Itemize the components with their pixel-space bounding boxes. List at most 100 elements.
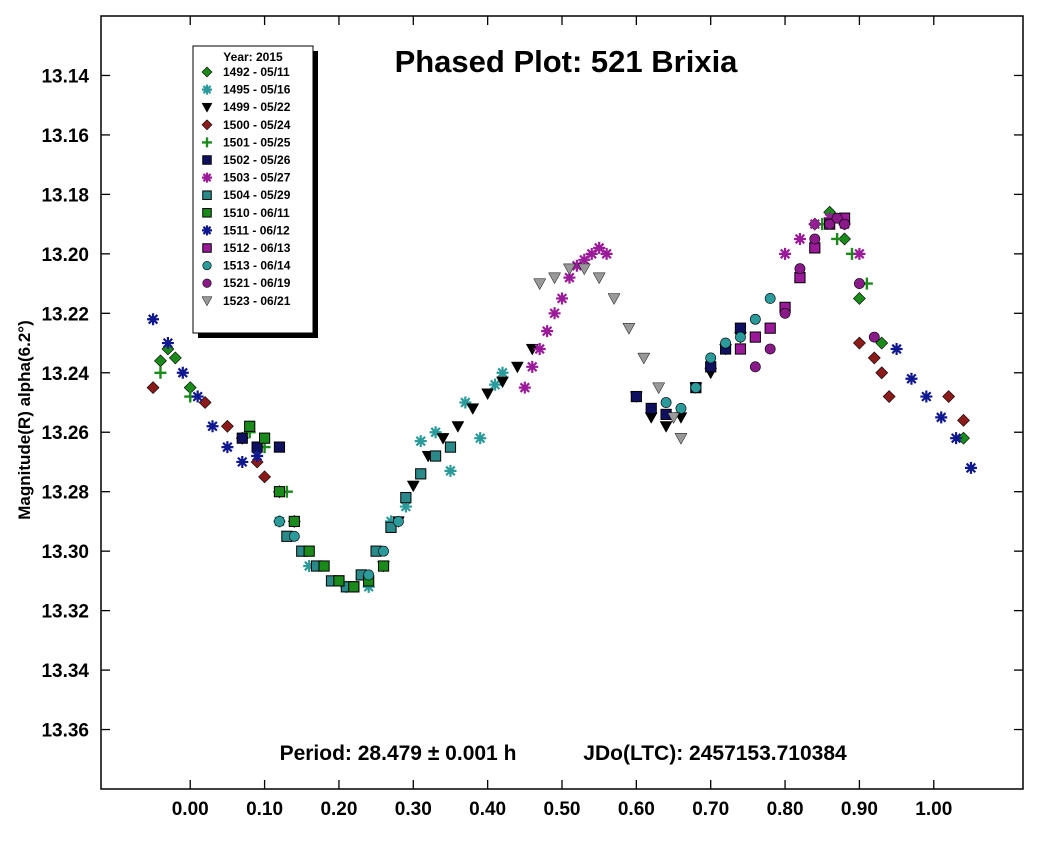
data-point <box>385 521 397 533</box>
legend-marker-icon <box>202 137 212 148</box>
data-point <box>496 376 509 389</box>
data-point <box>660 397 672 408</box>
data-point <box>273 486 286 498</box>
y-axis-label: Magnitude(R) alpha(6.2°) <box>15 320 34 519</box>
data-point <box>415 468 427 480</box>
data-point <box>526 360 539 373</box>
legend: Year: 2015 1492 - 05/11 1495 - 05/16 1499 … <box>192 45 318 338</box>
data-point <box>749 313 761 325</box>
data-point <box>481 388 495 401</box>
data-point <box>399 500 412 513</box>
data-point <box>318 560 330 572</box>
data-point <box>548 307 561 320</box>
chart-title: Phased Plot: 521 Brixia <box>395 44 739 79</box>
data-point <box>303 560 316 573</box>
data-point <box>764 293 776 304</box>
data-point <box>474 432 487 445</box>
data-point <box>236 432 248 444</box>
data-point <box>793 232 806 245</box>
data-point <box>251 450 264 463</box>
legend-marker-icon <box>201 119 213 131</box>
data-point <box>690 382 702 394</box>
legend-entry-label: 1510 - 06/11 <box>223 206 290 220</box>
y-tick-label: 13.34 <box>41 661 89 682</box>
data-point <box>496 366 509 379</box>
data-point <box>667 412 680 424</box>
x-tick-label: 0.40 <box>469 799 506 820</box>
period-label: Period: 28.479 ± 0.001 h <box>280 742 517 765</box>
x-tick-label: 1.00 <box>915 799 952 820</box>
data-point <box>362 580 375 593</box>
data-point <box>853 247 866 260</box>
data-point <box>779 247 792 260</box>
data-point <box>288 515 300 528</box>
data-point <box>882 390 896 403</box>
data-point <box>429 426 442 439</box>
data-point <box>570 259 583 272</box>
legend-marker-icon <box>202 278 212 288</box>
data-point <box>890 342 903 355</box>
data-point <box>147 313 160 326</box>
legend-entry-label: 1523 - 06/21 <box>223 294 291 308</box>
data-point <box>794 263 806 275</box>
data-point <box>809 233 821 245</box>
data-point <box>274 516 285 527</box>
legend-entry-label: 1521 - 06/19 <box>223 276 291 290</box>
y-tick-label: 13.28 <box>41 483 89 504</box>
data-point <box>363 569 375 581</box>
data-point <box>585 247 598 260</box>
data-point <box>600 247 613 260</box>
y-tick-label: 13.18 <box>41 185 89 206</box>
data-point <box>161 337 174 350</box>
data-point <box>466 403 480 415</box>
legend-marker-icon <box>202 84 212 95</box>
data-point <box>377 560 390 572</box>
data-point <box>489 378 502 391</box>
data-point <box>622 323 636 335</box>
legend-entry-label: 1511 - 06/12 <box>223 223 290 237</box>
legend-marker-icon <box>202 208 212 218</box>
data-point <box>384 515 397 528</box>
data-point <box>220 419 234 433</box>
data-point <box>607 293 621 305</box>
data-point <box>735 331 746 343</box>
legend-entry-label: 1500 - 05/24 <box>223 118 291 132</box>
y-tick-label: 13.32 <box>41 602 89 623</box>
data-point <box>637 352 651 365</box>
x-tick-label: 0.50 <box>544 799 581 820</box>
data-point <box>875 366 889 380</box>
data-point <box>831 232 844 245</box>
data-point <box>935 411 948 424</box>
data-point <box>176 366 189 379</box>
legend-marker-icon <box>202 243 212 253</box>
data-point <box>168 351 182 365</box>
data-point <box>705 352 717 364</box>
data-point <box>444 441 457 453</box>
data-point <box>429 450 442 462</box>
data-point <box>258 432 271 444</box>
y-axis-ticks: 13.14 13.16 13.18 13.20 13.22 13.24 13.26 13.28… <box>41 66 1023 742</box>
data-point <box>964 461 977 474</box>
data-point <box>675 403 687 414</box>
x-tick-label: 0.90 <box>841 799 878 820</box>
legend-entry-label: 1513 - 06/14 <box>223 259 291 273</box>
legend-header: Year: 2015 <box>223 50 283 64</box>
y-tick-label: 13.30 <box>41 542 89 563</box>
legend-marker-icon <box>202 261 212 271</box>
legend-entry-label: 1495 - 05/16 <box>223 83 291 97</box>
data-point <box>749 361 761 373</box>
x-tick-label: 0.00 <box>172 799 209 820</box>
data-point <box>414 435 427 448</box>
data-point <box>191 390 204 403</box>
data-point <box>652 382 666 395</box>
data-point <box>905 372 918 385</box>
data-point <box>206 420 219 433</box>
data-point <box>808 218 821 231</box>
data-point <box>556 292 568 305</box>
data-point <box>459 396 472 409</box>
data-point <box>333 575 345 587</box>
legend-marker-icon <box>202 172 212 183</box>
data-point <box>348 581 360 593</box>
data-point <box>852 336 866 350</box>
data-point <box>950 432 963 445</box>
